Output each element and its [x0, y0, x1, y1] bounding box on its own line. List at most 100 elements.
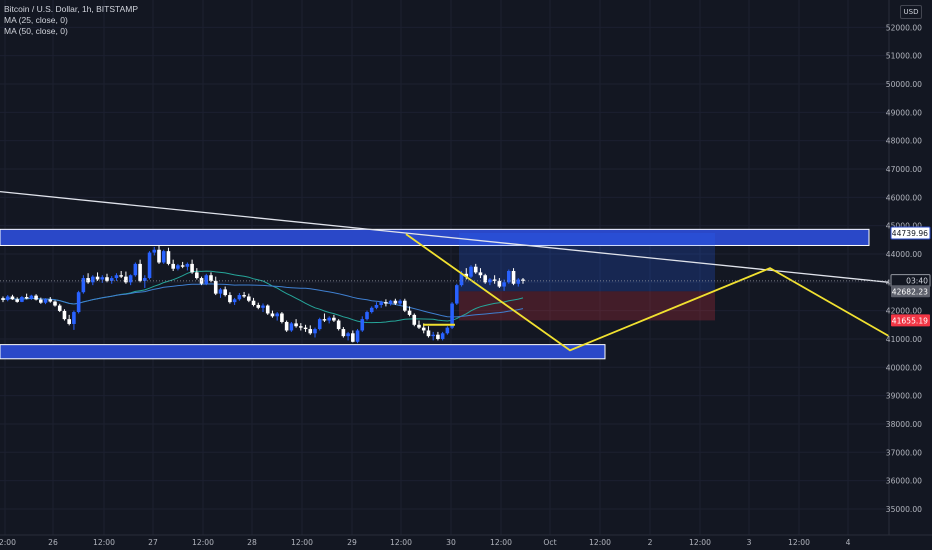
price-label-box: [891, 285, 930, 298]
currency-badge[interactable]: USD: [900, 5, 922, 19]
candle-body: [388, 300, 393, 304]
candle-body: [223, 289, 227, 296]
candle-body: [218, 289, 223, 294]
x-tick-label: 12:00: [390, 538, 412, 547]
candle-body: [48, 299, 53, 302]
y-tick-label: 38000.00: [886, 420, 922, 429]
candle-body: [128, 275, 133, 283]
candle-body: [20, 297, 24, 302]
candle-body: [341, 329, 346, 337]
candle-body: [473, 266, 478, 273]
candle-body: [133, 263, 138, 276]
price-label-text: 42682.23: [892, 287, 928, 296]
y-tick-label: 41000.00: [886, 335, 922, 344]
x-tick-label: 12:00: [490, 538, 512, 547]
ma25-line: [2, 270, 524, 324]
candle-body: [284, 321, 289, 331]
zone-resistance: [0, 228, 870, 246]
candle-body: [190, 263, 194, 273]
chart-legend: Bitcoin / U.S. Dollar, 1h, BITSTAMP MA (…: [4, 4, 138, 37]
candle-body: [152, 249, 157, 253]
candle-body: [521, 279, 525, 281]
candle-body: [114, 275, 119, 279]
candle-body: [502, 282, 506, 287]
price-label-box: [890, 226, 931, 240]
candle-body: [369, 307, 374, 313]
candle-body: [15, 299, 19, 302]
candle-body: [483, 275, 487, 283]
candle-body: [143, 278, 147, 281]
trendline: [0, 191, 890, 283]
price-axis: 35000.00 36000.00 37000.00 38000.00 39000.00…: [886, 23, 922, 514]
x-tick-label: 12:00: [589, 538, 611, 547]
candle-body: [270, 313, 275, 317]
y-tick-label: 50000.00: [886, 80, 922, 89]
candle-body: [29, 295, 34, 299]
candle-body: [161, 251, 166, 263]
candle-body: [351, 333, 355, 342]
y-tick-label: 35000.00: [886, 505, 922, 514]
candle-body: [34, 295, 38, 300]
candle-body: [294, 323, 298, 327]
ma50-line: [2, 283, 524, 318]
y-tick-label: 48000.00: [886, 137, 922, 146]
candle-body: [1, 298, 5, 300]
y-tick-label: 49000.00: [886, 108, 922, 117]
y-tick-label: 37000.00: [886, 448, 922, 457]
price-label-text: 44739.96: [892, 229, 928, 238]
zone-support: [0, 344, 606, 360]
candle-body: [412, 314, 417, 325]
candle-body: [516, 279, 521, 284]
x-tick-label: 28: [247, 538, 257, 547]
candle-body: [346, 333, 350, 337]
candle-body: [72, 312, 76, 324]
candle-body: [459, 273, 464, 286]
y-tick-label: 42000.00: [886, 307, 922, 316]
candle-body: [86, 278, 90, 283]
candle-body: [147, 252, 152, 279]
candle-body: [308, 329, 313, 334]
candle-body: [67, 319, 71, 324]
candle-body: [261, 305, 265, 308]
candle-body: [469, 266, 473, 277]
candle-body: [492, 279, 497, 281]
candle-body: [76, 292, 81, 313]
candle-body: [379, 302, 383, 305]
y-tick-label: 44000.00: [886, 250, 922, 259]
x-tick-label: 12:00: [291, 538, 313, 547]
candle-body: [478, 272, 483, 276]
candle-body: [431, 334, 435, 337]
candle-body: [455, 285, 459, 304]
candle-body: [317, 319, 322, 330]
candle-body: [407, 310, 412, 315]
x-tick-label: 4: [846, 538, 851, 547]
x-tick-label: 12:00: [192, 538, 214, 547]
projection-path: [405, 233, 890, 352]
candle-body: [232, 299, 237, 303]
y-tick-label: 36000.00: [886, 477, 922, 486]
price-label-box: [891, 314, 930, 327]
candle-body: [204, 275, 209, 284]
y-tick-label: 46000.00: [886, 193, 922, 202]
candle-body: [265, 305, 270, 314]
x-tick-label: 27: [148, 538, 158, 547]
candle-body: [289, 323, 294, 331]
candle-body: [109, 278, 114, 281]
candle-body: [360, 319, 365, 331]
y-tick-label: 52000.00: [886, 23, 922, 32]
candle-body: [332, 317, 336, 321]
candle-body: [303, 327, 308, 330]
candle-body: [100, 277, 105, 280]
candle-body: [166, 251, 171, 264]
candle-body: [119, 275, 123, 277]
candle-body: [251, 300, 256, 305]
x-tick-label: Oct: [543, 538, 556, 547]
candle-body: [195, 272, 199, 279]
candle-body: [403, 300, 407, 311]
candle-body: [39, 299, 43, 303]
candle-body: [313, 329, 317, 334]
candle-body: [5, 296, 10, 300]
candle-body: [336, 320, 341, 330]
